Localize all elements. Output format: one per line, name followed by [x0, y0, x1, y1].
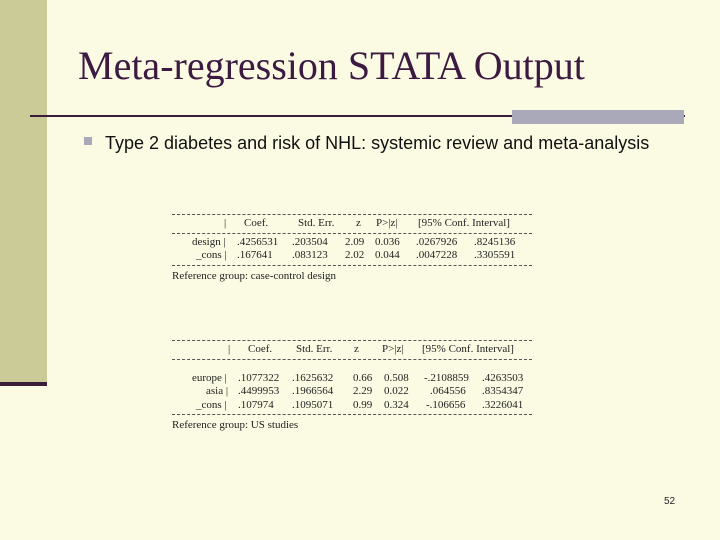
cell-coef: .167641	[237, 249, 273, 261]
row-label: _cons |	[196, 398, 227, 411]
cell-ci-high: .4263503	[482, 371, 524, 384]
cell-coef: .4499953	[238, 385, 280, 397]
cell-stderr: .203504	[292, 235, 328, 248]
cell-stderr: .083123	[292, 249, 328, 261]
table-rule	[172, 214, 532, 215]
cell-p: 0.044	[375, 249, 400, 261]
cell-z: 0.99	[353, 398, 373, 411]
header-ci: [95% Conf. Interval]	[418, 217, 510, 229]
cell-ci-high: .3305591	[474, 249, 516, 261]
bullet-text: Type 2 diabetes and risk of NHL: systemi…	[105, 133, 650, 153]
reference-note: Reference group: US studies	[172, 419, 299, 431]
header-sep: |	[224, 217, 227, 229]
table-rule	[172, 232, 532, 234]
cell-z: 0.66	[353, 371, 373, 384]
left-accent-bar-foot	[0, 382, 47, 386]
cell-p: 0.022	[384, 385, 409, 397]
header-pz: P>|z|	[376, 217, 398, 229]
cell-coef: .107974	[238, 398, 274, 411]
header-sep: |	[228, 343, 231, 355]
cell-stderr: .1966564	[292, 385, 334, 397]
table-rule	[172, 414, 532, 415]
cell-p: 0.036	[375, 235, 400, 248]
table-row: _cons | .107974 .1095071 0.99 0.324 -.10…	[172, 399, 532, 413]
header-ci: [95% Conf. Interval]	[422, 343, 514, 355]
table-row: europe | .1077322 .1625632 0.66 0.508 -.…	[172, 372, 532, 386]
cell-ci-high: .8245136	[474, 235, 516, 248]
slide-title: Meta-regression STATA Output	[78, 43, 585, 88]
table-rule	[172, 358, 532, 360]
cell-ci-low: .0267926	[416, 235, 458, 248]
cell-coef: .1077322	[238, 371, 280, 384]
header-z: z	[354, 343, 359, 355]
header-stderr: Std. Err.	[298, 217, 335, 229]
row-label: europe |	[192, 371, 227, 384]
cell-coef: .4256531	[237, 235, 279, 248]
cell-p: 0.324	[384, 398, 409, 411]
cell-stderr: .1095071	[292, 398, 334, 411]
cell-p: 0.508	[384, 371, 409, 384]
table-header-row: | Coef. Std. Err. z P>|z| [95% Conf. Int…	[172, 217, 532, 231]
title-rule	[30, 115, 685, 117]
header-coef: Coef.	[244, 217, 269, 229]
cell-ci-high: .8354347	[482, 385, 524, 397]
header-pz: P>|z|	[382, 343, 404, 355]
row-label: asia |	[206, 385, 229, 397]
table-header-row: | Coef. Std. Err. z P>|z| [95% Conf. Int…	[172, 343, 532, 357]
reference-note: Reference group: case-control design	[172, 269, 337, 282]
row-label: design |	[192, 235, 226, 248]
title-rule-accent	[512, 110, 684, 124]
page-number: 52	[664, 496, 676, 507]
row-label: _cons |	[196, 249, 227, 261]
left-accent-bar	[0, 0, 47, 382]
cell-z: 2.02	[345, 249, 365, 261]
table-row: design | .4256531 .203504 2.09 0.036 .02…	[172, 236, 532, 250]
header-coef: Coef.	[248, 343, 273, 355]
cell-z: 2.29	[353, 385, 373, 397]
cell-ci-low: -.106656	[426, 398, 466, 411]
table-row: _cons | .167641 .083123 2.02 0.044 .0047…	[172, 249, 532, 263]
cell-stderr: .1625632	[292, 371, 334, 384]
table-rule	[172, 340, 532, 341]
cell-z: 2.09	[345, 235, 365, 248]
bullet-square-icon	[84, 137, 92, 145]
table-row: asia | .4499953 .1966564 2.29 0.022 .064…	[172, 385, 532, 399]
header-stderr: Std. Err.	[296, 343, 333, 355]
cell-ci-high: .3226041	[482, 398, 524, 411]
cell-ci-low: .0047228	[416, 249, 458, 261]
cell-ci-low: .064556	[430, 385, 466, 397]
cell-ci-low: -.2108859	[424, 371, 469, 384]
stata-output-design: | Coef. Std. Err. z P>|z| [95% Conf. Int…	[172, 212, 532, 282]
table-rule	[172, 264, 532, 266]
header-z: z	[356, 217, 361, 229]
stata-output-region: | Coef. Std. Err. z P>|z| [95% Conf. Int…	[172, 338, 532, 431]
